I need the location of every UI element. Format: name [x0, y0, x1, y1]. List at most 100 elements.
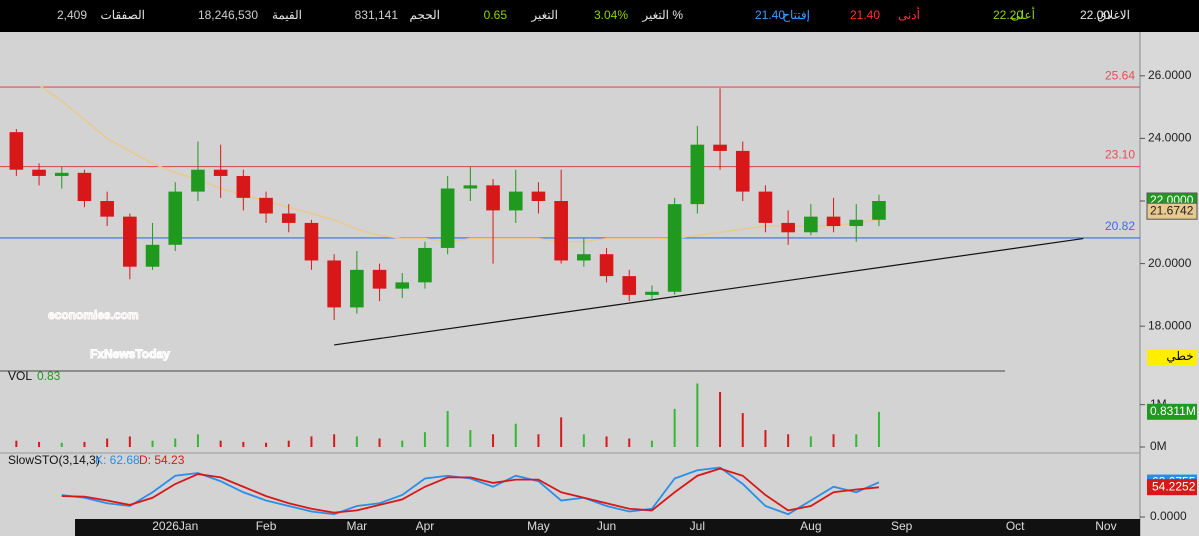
volume-bar	[60, 442, 63, 447]
candle-body	[100, 201, 114, 217]
volume-bar	[855, 434, 858, 447]
volume-bar	[628, 438, 631, 447]
volume-bar	[106, 438, 109, 447]
x-tick-label: Jul	[690, 519, 705, 533]
candle-body	[9, 132, 24, 170]
stoch-badge	[1147, 479, 1197, 496]
candle-body	[168, 191, 183, 245]
line-label: 25.64	[1105, 68, 1135, 82]
candle-body	[713, 144, 727, 151]
volume-bar	[378, 438, 381, 447]
price-badge-label: 21.6742	[1150, 203, 1194, 217]
legend-entry: D: 54.23	[139, 453, 185, 467]
volume-bar	[287, 440, 290, 447]
volume-bar	[242, 441, 245, 447]
x-tick-label: May	[527, 519, 550, 533]
moving-average	[38, 84, 880, 243]
volume-bar	[764, 430, 767, 447]
stoch-line	[61, 467, 880, 514]
candle-body	[486, 185, 500, 211]
candle-body	[690, 144, 705, 205]
y-tick-label: 24.0000	[1148, 131, 1192, 145]
volume-bar	[787, 434, 790, 447]
candle-body	[758, 191, 773, 223]
volume-bar	[38, 441, 41, 447]
info-label: إفتتاح	[782, 8, 810, 23]
volume-bar	[355, 436, 358, 447]
x-tick-label: Apr	[416, 519, 435, 533]
volume-bar	[582, 434, 585, 447]
y-tick-label: 0M	[1150, 439, 1167, 453]
x-tick-label: Jun	[597, 519, 616, 533]
volume-bar	[605, 436, 608, 447]
volume-bar	[492, 434, 495, 447]
candle-body	[350, 269, 364, 308]
button[interactable]	[1147, 349, 1197, 365]
candle-body	[395, 282, 410, 289]
candle-body	[327, 260, 341, 308]
volume-bar	[174, 438, 177, 447]
x-tick-label: Oct	[1006, 519, 1025, 533]
volume-bar	[83, 441, 86, 447]
candle-body	[577, 254, 591, 261]
x-tick-label: Feb	[256, 519, 277, 533]
info-label: الاغلاق	[1097, 8, 1130, 22]
volume-bar	[537, 434, 540, 447]
candle-body	[440, 188, 455, 248]
trendline	[334, 237, 1084, 346]
candle-body	[418, 247, 432, 283]
volume-bar	[265, 442, 268, 447]
line-label: 20.82	[1105, 219, 1135, 233]
x-tick-label: Mar	[347, 519, 368, 533]
volume-badge	[1147, 403, 1197, 420]
info-value: 3.04%	[594, 8, 628, 22]
legend-entry: K: 62.68	[95, 453, 140, 467]
info-label: التغير %	[641, 8, 683, 22]
candle-body	[281, 213, 296, 223]
candle-body	[531, 191, 546, 201]
candle-body	[372, 269, 387, 289]
volume-bar	[333, 434, 336, 447]
volume-bar	[877, 411, 880, 447]
candle-body	[826, 216, 841, 227]
candle-body	[259, 197, 273, 214]
volume-bar	[15, 440, 18, 447]
volume-bar	[741, 413, 744, 447]
volume-bar	[514, 423, 517, 447]
info-label: القيمة	[272, 8, 302, 22]
y-tick-label: 0.0000	[1150, 509, 1187, 523]
stoch-badge-label: 54.2252	[1152, 479, 1196, 493]
y-tick-label: 18.0000	[1148, 318, 1192, 332]
volume-bar	[310, 436, 313, 447]
candle-body	[781, 222, 795, 233]
stoch-line	[61, 466, 880, 516]
candle-body	[872, 201, 886, 220]
volume-bar	[560, 417, 563, 447]
info-value: 2,409	[57, 8, 87, 22]
info-value: 0.65	[484, 8, 508, 22]
candle-body	[77, 172, 92, 201]
watermark: FxNewsToday	[90, 347, 170, 361]
info-value: 22.00	[1080, 8, 1110, 22]
volume-badge-label: 0.8311M	[1150, 404, 1196, 418]
candle-body	[463, 185, 478, 189]
volume-bar	[469, 430, 472, 447]
pane-title: VOL	[8, 369, 32, 383]
volume-bar	[401, 440, 404, 447]
x-tick-label: Sep	[891, 519, 913, 533]
candle-body	[32, 169, 46, 176]
button-label: خطي	[1166, 349, 1193, 363]
pane-title: SlowSTO(3,14,3)	[8, 453, 100, 467]
info-bar	[0, 0, 1199, 32]
candle-body	[123, 216, 137, 267]
x-tick-label: Aug	[800, 519, 821, 533]
volume-bar	[128, 436, 131, 447]
volume-bar	[832, 434, 835, 447]
info-label: الحجم	[410, 8, 440, 22]
candle-body	[236, 175, 251, 198]
volume-bar	[719, 391, 722, 447]
candle-body	[304, 222, 319, 261]
info-value: 831,141	[355, 8, 399, 22]
volume-bar	[196, 434, 199, 447]
